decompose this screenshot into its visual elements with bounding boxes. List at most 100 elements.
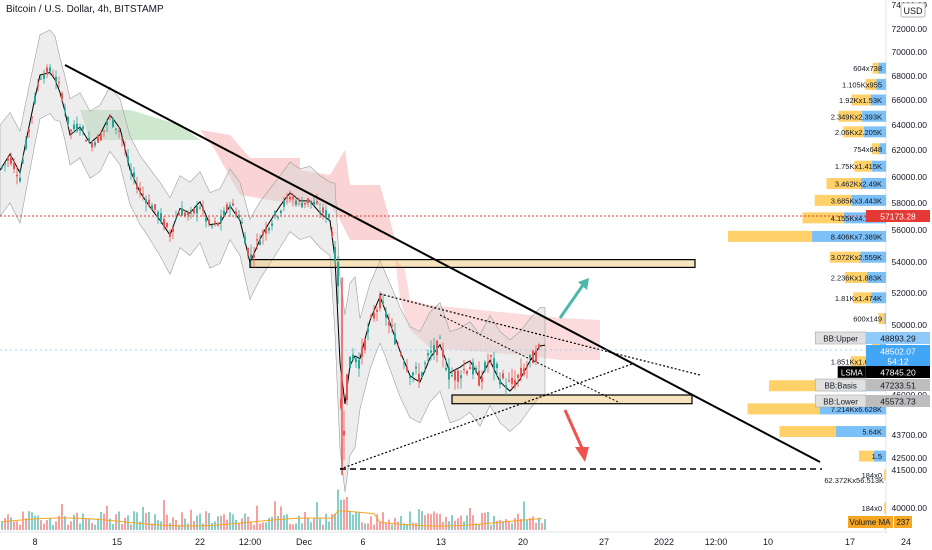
volume-bar <box>412 522 414 530</box>
volume-ma-value: 237 <box>896 518 910 527</box>
candle-body <box>403 363 405 365</box>
volume-bar <box>514 517 516 530</box>
volume-bar <box>529 518 531 530</box>
candle-body <box>190 209 192 211</box>
candle-body <box>229 204 231 209</box>
price-tag <box>866 379 930 391</box>
horizontal-zones[interactable] <box>249 259 696 405</box>
candle-body <box>346 374 348 401</box>
candle-body <box>127 156 129 163</box>
price-tag <box>866 366 930 378</box>
volume-bar <box>316 502 318 530</box>
volume-bar <box>235 519 237 530</box>
price-tag <box>866 332 930 344</box>
candle-body <box>307 198 309 204</box>
volume-bar <box>229 512 231 530</box>
candle-body <box>289 196 291 200</box>
volume-bar <box>439 514 441 530</box>
currency-badge[interactable]: USD <box>900 2 926 18</box>
candle-body <box>115 128 117 130</box>
vp-buy-bar <box>853 292 872 304</box>
vp-sell-bar <box>835 426 886 438</box>
time-axis: 8 15 22 12:00 Dec 6 13 20 27 2022 12:00 10 17 24 <box>32 537 911 547</box>
candle-body <box>490 355 492 357</box>
candle-body <box>340 398 342 408</box>
price-tag-label: 48893.29 <box>880 334 916 344</box>
volume-bar <box>43 523 45 530</box>
candle-body <box>133 172 135 178</box>
candle-body <box>58 82 60 84</box>
volume-bar <box>382 512 384 530</box>
volume-bar <box>538 517 540 530</box>
candle-body <box>169 233 171 237</box>
volume-bar <box>67 524 69 530</box>
candle-body <box>406 366 408 371</box>
volume-bar <box>139 521 141 530</box>
vp-label: 62.372Kx56.513K <box>824 476 884 485</box>
candle-body <box>460 375 462 379</box>
volume-bar <box>391 524 393 530</box>
volume-bar <box>109 518 111 530</box>
volume-bar <box>460 515 462 530</box>
candle-body <box>82 126 84 129</box>
candle-body <box>280 210 282 214</box>
volume-bar <box>322 524 324 530</box>
x-tick-label: 2022 <box>654 537 674 547</box>
candle-body <box>274 211 276 217</box>
candle-body <box>103 130 105 132</box>
candle-body <box>397 345 399 347</box>
y-tick-label: 43700.00 <box>892 430 928 440</box>
candle-body <box>322 207 324 213</box>
candle-body <box>187 212 189 216</box>
volume-ma-chip <box>848 516 893 528</box>
volume-bar <box>403 523 405 530</box>
volume-bar <box>112 523 114 530</box>
candle-body <box>283 200 285 207</box>
vp-buy-bar <box>802 212 845 224</box>
volume-bar <box>343 499 345 530</box>
vp-label: 3.685Kx3.443K <box>831 196 882 205</box>
volume-bar <box>433 511 435 530</box>
candle-body <box>421 372 423 377</box>
volume-bar <box>133 511 135 530</box>
volume-bar <box>16 521 18 530</box>
trendlines[interactable] <box>0 64 886 470</box>
candle-body <box>454 370 456 381</box>
volume-bar <box>163 500 165 530</box>
volume-bar <box>226 519 228 530</box>
candle-body <box>505 385 507 389</box>
volume-bar <box>34 515 36 530</box>
volume-bar <box>25 518 27 530</box>
vp-label: 754x648 <box>853 145 882 154</box>
volume-bar <box>124 517 126 530</box>
volume-bar <box>409 511 411 530</box>
candle-body <box>334 247 336 262</box>
candle-body <box>415 366 417 369</box>
y-tick-label: 66000.00 <box>892 95 928 105</box>
volume-bar <box>76 512 78 530</box>
candle-body <box>118 130 120 132</box>
candle-body <box>259 240 261 245</box>
candle-body <box>91 142 93 148</box>
price-tag <box>866 395 930 407</box>
x-tick-label: Dec <box>296 537 313 547</box>
price-axis: 40000.0041500.0042500.0043700.0046000.00… <box>892 0 928 513</box>
vp-buy-bar <box>851 94 871 106</box>
y-tick-label: 58000.00 <box>892 198 928 208</box>
volume-bar <box>295 523 297 530</box>
volume-bar <box>424 515 426 530</box>
volume-bar <box>469 507 471 530</box>
candle-body <box>430 349 432 353</box>
candle-body <box>40 78 42 80</box>
vp-sell-bar <box>884 313 886 325</box>
y-tick-label: 56000.00 <box>892 225 928 235</box>
candle-body <box>70 129 72 132</box>
candle-body <box>256 239 258 241</box>
volume-bar <box>346 496 348 530</box>
price-tag-label: 47233.51 <box>880 381 916 391</box>
vp-label: 4.155Kx4.196K <box>831 214 882 223</box>
volume-bar <box>13 521 15 530</box>
volume-bar <box>502 521 504 530</box>
y-tick-label: 72000.00 <box>892 24 928 34</box>
